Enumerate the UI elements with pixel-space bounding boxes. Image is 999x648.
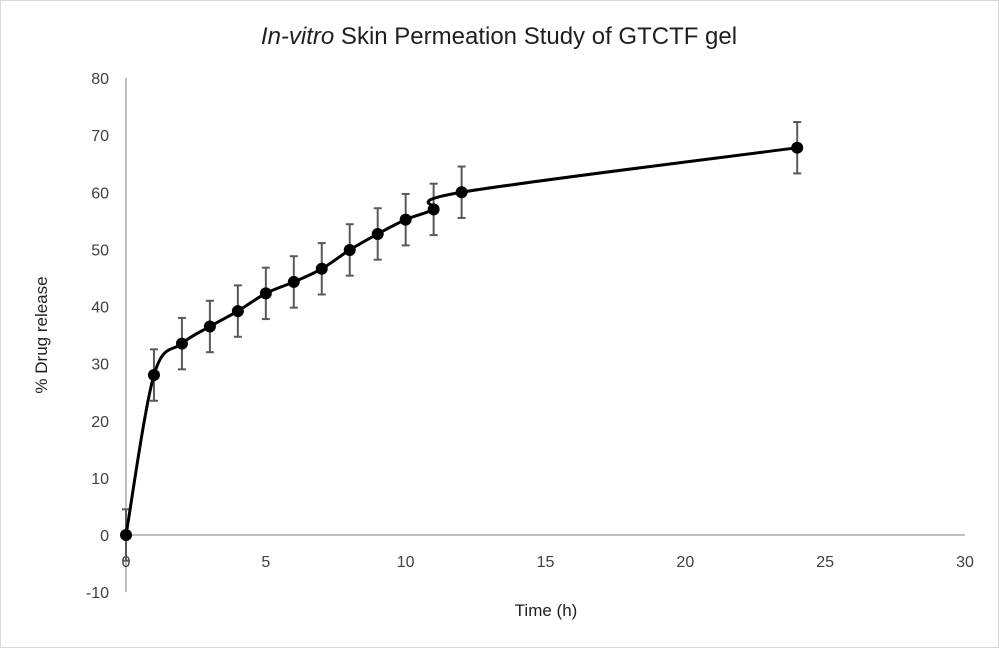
data-point [371,227,384,240]
data-point [203,320,216,333]
y-tick-label: 70 [91,128,109,145]
data-point [287,275,300,288]
y-tick-label: 30 [91,357,109,374]
data-point [399,213,412,226]
y-tick-labels: -10 0 10 20 30 40 50 60 70 80 [86,71,109,602]
chart-title-rest: Skin Permeation Study of GTCTF gel [334,23,737,50]
data-point [259,287,272,300]
x-tick-label: 15 [537,554,555,571]
data-point [427,203,440,216]
x-tick-label: 0 [122,554,131,571]
axes [125,78,965,593]
y-tick-label: -10 [86,585,109,602]
data-point [315,262,328,275]
data-point [791,141,804,154]
x-tick-label: 10 [397,554,415,571]
data-point [343,243,356,256]
y-tick-label: 10 [91,471,109,488]
x-tick-label: 30 [956,554,974,571]
y-axis-label: % Drug release [32,276,51,393]
x-tick-label: 25 [816,554,834,571]
data-point [175,337,188,350]
data-point [147,369,160,382]
x-tick-label: 5 [261,554,270,571]
y-tick-label: 40 [91,300,109,317]
data-points [120,141,804,541]
y-tick-label: 60 [91,185,109,202]
x-axis-label: Time (h) [515,601,578,620]
data-point [120,529,132,541]
chart-title-italic: In-vitro [261,23,334,50]
y-tick-label: 80 [91,71,109,88]
y-tick-label: 0 [100,528,109,545]
data-point [455,186,468,199]
data-point [231,305,244,318]
x-tick-label: 20 [676,554,694,571]
x-tick-labels: 0 5 10 15 20 25 30 [122,554,974,571]
y-tick-label: 50 [91,242,109,259]
y-tick-label: 20 [91,414,109,431]
chart-title: In-vitro Skin Permeation Study of GTCTF … [261,23,737,50]
